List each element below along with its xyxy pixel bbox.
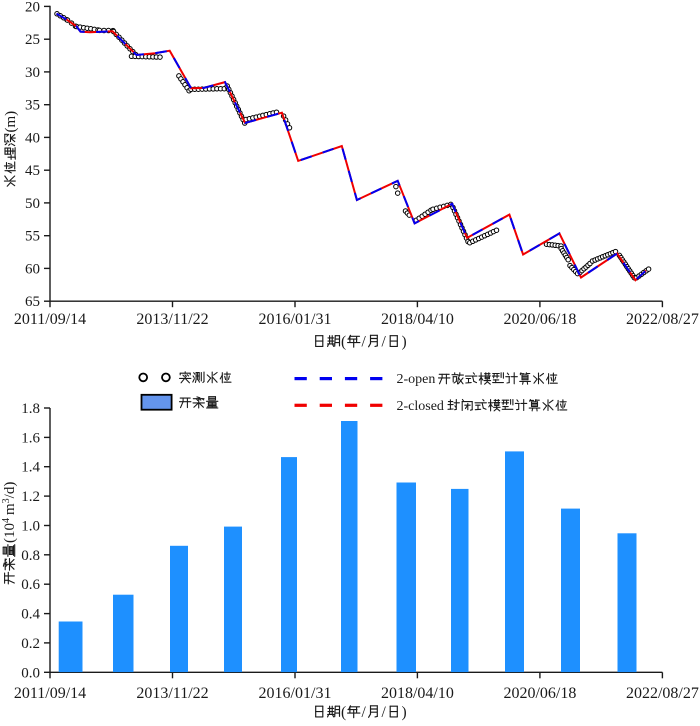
svg-text:2020/06/18: 2020/06/18 bbox=[503, 685, 576, 702]
svg-text:/: / bbox=[362, 704, 367, 721]
svg-text:2020/06/18: 2020/06/18 bbox=[503, 311, 576, 328]
svg-text:2-closed: 2-closed bbox=[397, 399, 444, 414]
svg-text:35: 35 bbox=[25, 98, 40, 114]
svg-text:50: 50 bbox=[25, 196, 40, 212]
svg-text:20: 20 bbox=[25, 0, 40, 15]
svg-text:(: ( bbox=[341, 704, 346, 721]
svg-text:40: 40 bbox=[25, 130, 40, 146]
svg-text:2018/04/10: 2018/04/10 bbox=[381, 311, 454, 328]
svg-text:1.8: 1.8 bbox=[21, 401, 40, 417]
svg-text:0.4: 0.4 bbox=[21, 607, 40, 623]
svg-text:2-open: 2-open bbox=[397, 372, 436, 387]
svg-text:2016/01/31: 2016/01/31 bbox=[259, 311, 332, 328]
svg-text:/: / bbox=[362, 333, 367, 350]
svg-text:1.4: 1.4 bbox=[21, 460, 40, 476]
svg-text:0.6: 0.6 bbox=[21, 577, 40, 593]
svg-text:60: 60 bbox=[25, 261, 40, 277]
svg-text:0.8: 0.8 bbox=[21, 548, 40, 564]
svg-text:2013/11/22: 2013/11/22 bbox=[136, 685, 208, 702]
svg-text:/: / bbox=[382, 333, 387, 350]
svg-text:30: 30 bbox=[25, 65, 40, 81]
svg-text:45: 45 bbox=[25, 163, 40, 179]
svg-text:2018/04/10: 2018/04/10 bbox=[381, 685, 454, 702]
svg-text:(104 m3/d): (104 m3/d) bbox=[1, 482, 18, 543]
svg-text:/: / bbox=[382, 704, 387, 721]
svg-text:(m): (m) bbox=[3, 111, 19, 133]
svg-text:25: 25 bbox=[25, 32, 40, 48]
svg-text:1.6: 1.6 bbox=[21, 430, 40, 446]
svg-text:): ) bbox=[402, 704, 407, 721]
svg-text:2022/08/27: 2022/08/27 bbox=[626, 685, 699, 702]
svg-text:): ) bbox=[402, 333, 407, 350]
svg-text:65: 65 bbox=[25, 294, 40, 310]
svg-text:0.0: 0.0 bbox=[21, 665, 40, 681]
svg-text:2013/11/22: 2013/11/22 bbox=[136, 311, 208, 328]
svg-text:2011/09/14: 2011/09/14 bbox=[14, 685, 86, 702]
svg-text:(: ( bbox=[341, 333, 346, 350]
svg-text:2022/08/27: 2022/08/27 bbox=[626, 311, 699, 328]
svg-text:1.0: 1.0 bbox=[21, 519, 40, 535]
svg-text:2011/09/14: 2011/09/14 bbox=[14, 311, 86, 328]
svg-text:2016/01/31: 2016/01/31 bbox=[259, 685, 332, 702]
svg-text:0.2: 0.2 bbox=[21, 636, 40, 652]
svg-text:55: 55 bbox=[25, 229, 40, 245]
svg-text:1.2: 1.2 bbox=[21, 489, 40, 505]
